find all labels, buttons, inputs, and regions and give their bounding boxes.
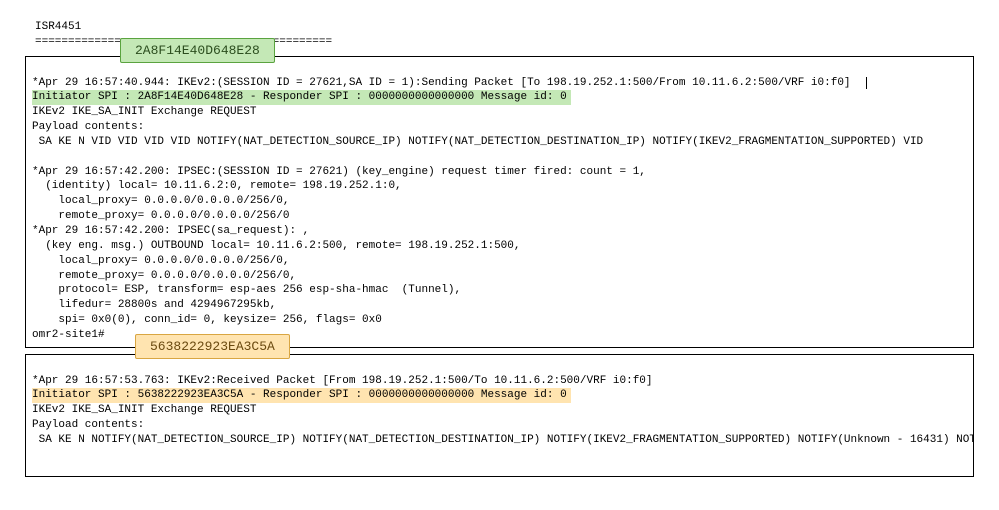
log-line: (identity) local= 10.11.6.2:0, remote= 1… [32,180,402,192]
log-line: *Apr 29 16:57:40.944: IKEv2:(SESSION ID … [32,77,851,89]
log-line: Payload contents: [32,419,144,431]
spi-badge-green: 2A8F14E40D648E28 [120,38,275,64]
log-line: Payload contents: [32,121,144,133]
log-block-1: *Apr 29 16:57:40.944: IKEv2:(SESSION ID … [25,56,974,348]
spi-line-orange: Initiator SPI : 5638222923EA3C5A - Respo… [32,388,571,403]
log-line: *Apr 29 16:57:42.200: IPSEC:(SESSION ID … [32,166,646,178]
log-line: SA KE N NOTIFY(NAT_DETECTION_SOURCE_IP) … [32,434,974,446]
device-name: ISR4451 [35,20,974,35]
log-line: spi= 0x0(0), conn_id= 0, keysize= 256, f… [32,314,382,326]
cursor [866,77,867,89]
log-line: local_proxy= 0.0.0.0/0.0.0.0/256/0, [32,195,289,207]
spi-badge-orange: 5638222923EA3C5A [135,334,290,360]
log-line: IKEv2 IKE_SA_INIT Exchange REQUEST [32,106,256,118]
log-line: remote_proxy= 0.0.0.0/0.0.0.0/256/0 [32,210,289,222]
log-line: IKEv2 IKE_SA_INIT Exchange REQUEST [32,404,256,416]
log-line: (key eng. msg.) OUTBOUND local= 10.11.6.… [32,240,520,252]
log-line: lifedur= 28800s and 4294967295kb, [32,299,276,311]
spi-line-green: Initiator SPI : 2A8F14E40D648E28 - Respo… [32,90,571,105]
log-line: local_proxy= 0.0.0.0/0.0.0.0/256/0, [32,255,289,267]
prompt-line: omr2-site1# [32,329,105,341]
log-block-2: *Apr 29 16:57:53.763: IKEv2:Received Pac… [25,354,974,477]
log-line: protocol= ESP, transform= esp-aes 256 es… [32,284,461,296]
log-line: remote_proxy= 0.0.0.0/0.0.0.0/256/0, [32,270,296,282]
log-line: SA KE N VID VID VID VID NOTIFY(NAT_DETEC… [32,136,923,148]
log-line: *Apr 29 16:57:53.763: IKEv2:Received Pac… [32,375,653,387]
log-line: *Apr 29 16:57:42.200: IPSEC(sa_request):… [32,225,309,237]
